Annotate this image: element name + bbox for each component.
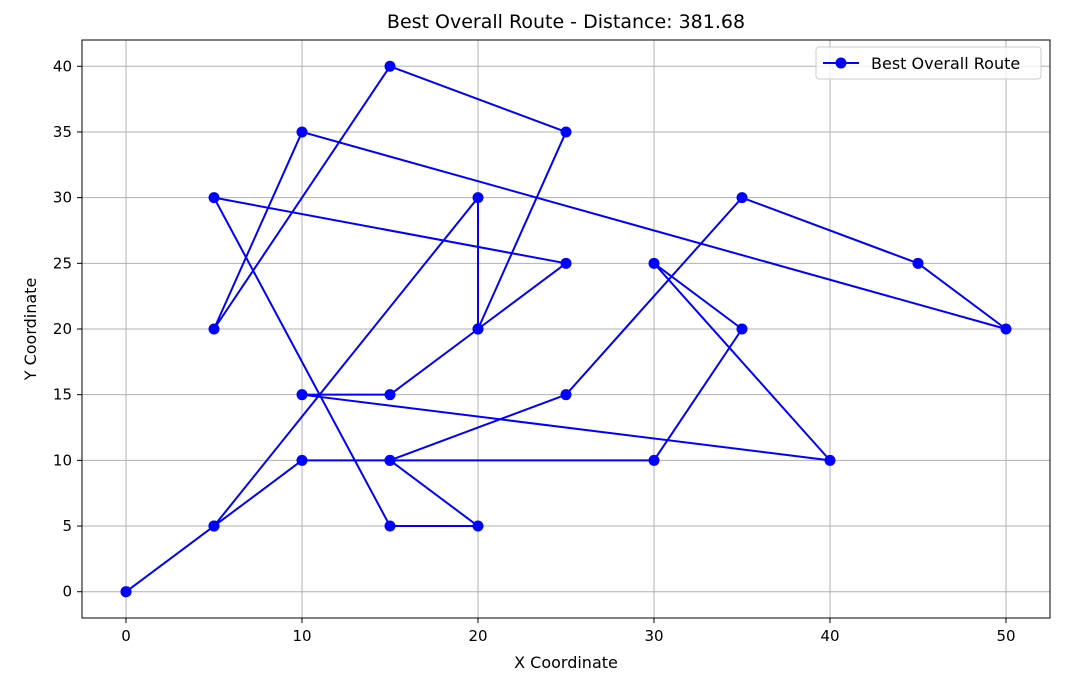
x-tick-label: 30 [644, 627, 663, 645]
y-tick-label: 15 [53, 386, 72, 404]
route-point [208, 520, 220, 532]
route-point [560, 257, 572, 269]
legend-box [815, 46, 1042, 80]
y-tick-label: 0 [62, 583, 72, 601]
route-point [296, 454, 308, 466]
y-tick-label: 35 [53, 123, 72, 141]
route-point [296, 126, 308, 138]
route-point [560, 126, 572, 138]
legend-entry-label: Best Overall Route [871, 54, 1020, 73]
series-layer [120, 60, 1012, 598]
x-tick-label: 0 [121, 627, 131, 645]
route-point [384, 389, 396, 401]
route-point [384, 520, 396, 532]
y-tick-label: 5 [62, 517, 72, 535]
y-tick-label: 20 [53, 320, 72, 338]
route-point [648, 257, 660, 269]
route-point [648, 454, 660, 466]
legend: Best Overall Route [815, 46, 1042, 80]
x-tick-label: 40 [820, 627, 839, 645]
chart-title: Best Overall Route - Distance: 381.68 [387, 11, 745, 33]
y-tick-label: 40 [53, 57, 72, 75]
axis-ticks: 0 10 20 30 40 50 0 5 10 15 20 25 30 35 40 [53, 57, 1016, 645]
route-point [736, 323, 748, 335]
route-point [208, 323, 220, 335]
y-axis-label: Y Coordinate [21, 278, 40, 382]
route-point [296, 389, 308, 401]
route-point [472, 520, 484, 532]
x-tick-label: 50 [996, 627, 1015, 645]
route-point [912, 257, 924, 269]
y-tick-label: 10 [53, 451, 72, 469]
x-axis-label: X Coordinate [514, 653, 618, 672]
y-tick-label: 30 [53, 189, 72, 207]
route-point [736, 192, 748, 204]
route-point [472, 192, 484, 204]
route-point [384, 454, 396, 466]
route-point [824, 454, 836, 466]
route-point [560, 389, 572, 401]
route-point [384, 60, 396, 72]
y-tick-label: 25 [53, 254, 72, 272]
route-line [125, 65, 1007, 593]
route-point [208, 192, 220, 204]
route-point [120, 586, 132, 598]
legend-marker-swatch [835, 57, 847, 69]
route-point [472, 323, 484, 335]
route-point [1000, 323, 1012, 335]
x-tick-label: 10 [292, 627, 311, 645]
x-tick-label: 20 [468, 627, 487, 645]
